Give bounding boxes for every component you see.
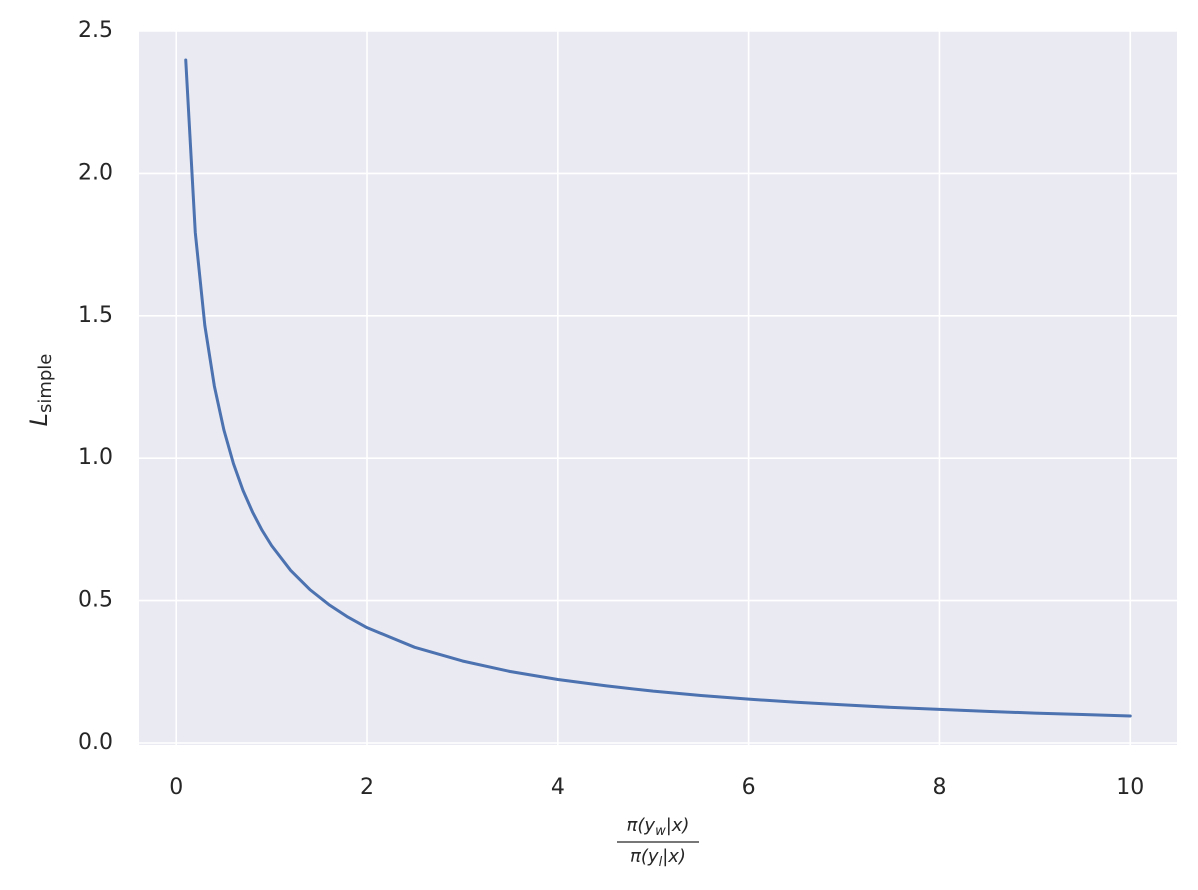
- x-tick-label: 8: [932, 775, 946, 800]
- y-tick-label: 2.0: [78, 160, 113, 185]
- x-label-numerator: π(yw|x): [627, 815, 690, 839]
- x-tick-label: 4: [551, 775, 565, 800]
- y-axis-label: Lsimple: [25, 354, 56, 427]
- marks: [184, 58, 1132, 718]
- y-label-sub: simple: [35, 354, 56, 413]
- y-tick-label: 0.0: [78, 730, 113, 755]
- labels: 0 2 4 6 8 10 0.0 0.5 1.0 1.5 2.0 2.5: [78, 18, 1144, 800]
- line-series: [184, 58, 1132, 718]
- x-label-part: π(y: [627, 815, 656, 836]
- y-label-main: L: [25, 413, 53, 426]
- x-label-denominator: π(yl|x): [630, 846, 686, 870]
- x-label-part: |x): [662, 846, 686, 867]
- y-tick-label: 1.0: [78, 445, 113, 470]
- y-tick-label: 0.5: [78, 588, 113, 613]
- x-tick-label: 0: [169, 775, 183, 800]
- y-tick-label: 2.5: [78, 18, 113, 43]
- x-label-part: w: [655, 824, 666, 839]
- y-tick-label: 1.5: [78, 303, 113, 328]
- x-label-part: l: [659, 855, 663, 870]
- grid: [139, 30, 1177, 745]
- x-label-part: |x): [666, 815, 690, 836]
- x-tick-label: 6: [742, 775, 756, 800]
- x-tick-label: 2: [360, 775, 374, 800]
- plot-area: [139, 31, 1177, 745]
- x-label-part: π(y: [630, 846, 659, 867]
- x-tick-label: 10: [1116, 775, 1144, 800]
